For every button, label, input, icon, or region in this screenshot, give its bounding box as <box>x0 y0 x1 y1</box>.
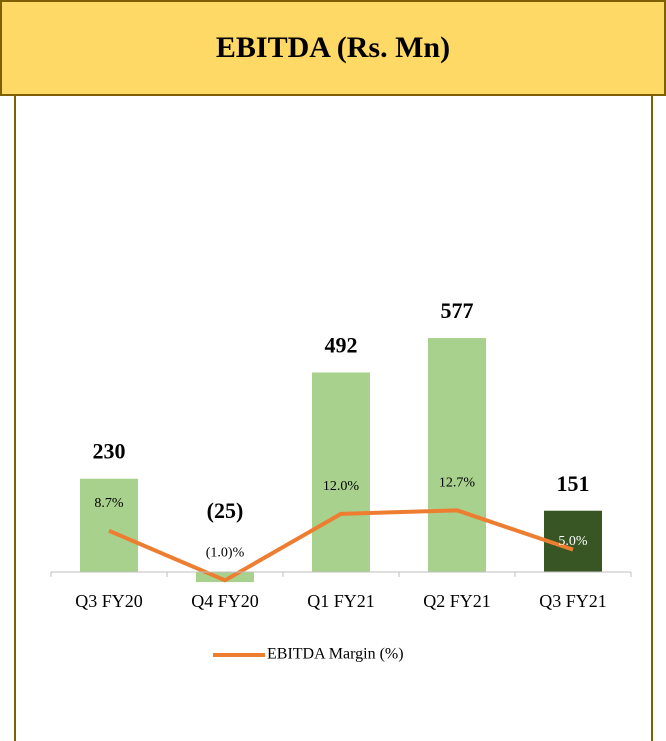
bar-value-label: 577 <box>441 298 474 323</box>
header <box>0 0 666 96</box>
bar <box>312 372 370 572</box>
bar-value-label: 492 <box>325 333 358 358</box>
bar <box>428 338 486 572</box>
line-value-label: 8.7% <box>94 496 124 511</box>
x-tick-label: Q3 FY21 <box>539 591 607 611</box>
line-value-label: 12.0% <box>323 479 360 494</box>
line-value-label: 12.7% <box>439 476 476 491</box>
x-tick-label: Q3 FY20 <box>75 591 143 611</box>
chart-title: EBITDA (Rs. Mn) <box>216 31 450 64</box>
bar-value-label: 230 <box>93 439 126 464</box>
x-tick-label: Q1 FY21 <box>307 591 375 611</box>
line <box>108 508 574 583</box>
bar <box>196 571 254 583</box>
x-tick-label: Q2 FY21 <box>423 591 491 611</box>
bar-value-label: (25) <box>207 498 244 523</box>
legend-label: EBITDA Margin (%) <box>267 646 404 663</box>
line-value-label: (1.0)% <box>206 546 245 561</box>
line-value-label: 5.0% <box>558 534 588 549</box>
x-tick-label: Q4 FY20 <box>191 591 259 611</box>
bar-value-label: 151 <box>557 471 590 496</box>
bar <box>80 478 138 572</box>
